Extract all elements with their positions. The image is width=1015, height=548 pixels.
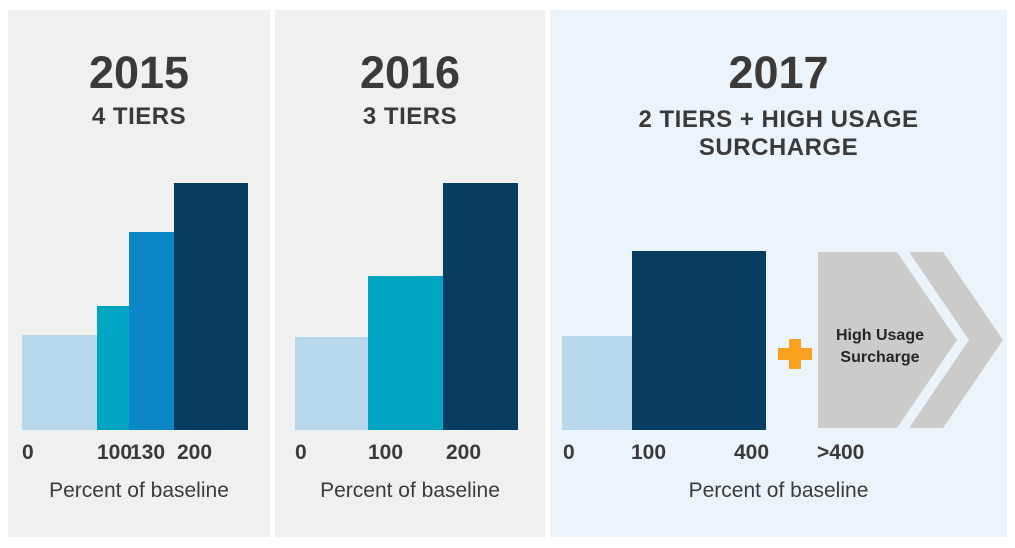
axis-tick-label: 0 [563, 441, 575, 464]
tier-bar [632, 251, 766, 430]
year-label: 2016 [359, 47, 461, 98]
tier-bar [368, 276, 443, 430]
x-axis-ticks: 0 100 200 [275, 441, 545, 465]
panel-2017: 2017 2 TIERS + HIGH USAGE SURCHARGE High… [550, 10, 1007, 537]
axis-tick-label: 100 [631, 441, 667, 464]
axis-tick-label: 130 [130, 441, 166, 464]
tier-bar [97, 306, 129, 430]
axis-tick-label: >400 [817, 441, 865, 464]
tier-chart-2016 [275, 10, 545, 430]
baseline-axis-caption: Percent of baseline [688, 479, 869, 502]
year-label: 2017 [728, 47, 829, 98]
tier-bar [443, 183, 518, 430]
axis-tick-label: 400 [734, 441, 770, 464]
tier-bar [295, 337, 368, 430]
chevron-arrow-band [909, 252, 1003, 428]
surcharge-label-line2: Surcharge [840, 349, 920, 366]
tiers-subtitle: 4 TIERS [91, 103, 187, 130]
tier-bar [22, 335, 97, 430]
surcharge-label-line1: High Usage [835, 327, 924, 344]
tier-chart-2015 [8, 10, 270, 430]
year-label: 2015 [88, 47, 190, 98]
surcharge-chevron-icon [816, 250, 1006, 430]
x-axis-ticks: 0 100 130 200 [8, 441, 270, 465]
plus-icon [778, 339, 812, 369]
axis-tick-label: 100 [97, 441, 133, 464]
tier-bar [129, 232, 174, 430]
surcharge-label: High Usage Surcharge [818, 325, 942, 369]
baseline-axis-caption: Percent of baseline [320, 479, 500, 502]
tiers-subtitle: 2 TIERS + HIGH USAGE SURCHARGE [638, 106, 919, 162]
tier-chart-2017 [550, 10, 1007, 430]
axis-tick-label: 0 [295, 441, 307, 464]
baseline-axis-caption: Percent of baseline [49, 479, 229, 502]
tiers-subtitle: 3 TIERS [362, 103, 458, 130]
axis-tick-label: 100 [368, 441, 404, 464]
surcharge-arrow-body [818, 252, 957, 428]
x-axis-ticks: 0 100 400 >400 [550, 441, 1007, 465]
axis-tick-label: 200 [177, 441, 213, 464]
panel-2015: 2015 4 TIERS 0 100 130 200 Percent of basel… [8, 10, 270, 537]
tier-bar [174, 183, 248, 430]
axis-tick-label: 200 [446, 441, 482, 464]
axis-tick-label: 0 [22, 441, 34, 464]
panel-2016: 2016 3 TIERS 0 100 200 Percent of baseline [275, 10, 545, 537]
tier-bar [562, 336, 632, 430]
